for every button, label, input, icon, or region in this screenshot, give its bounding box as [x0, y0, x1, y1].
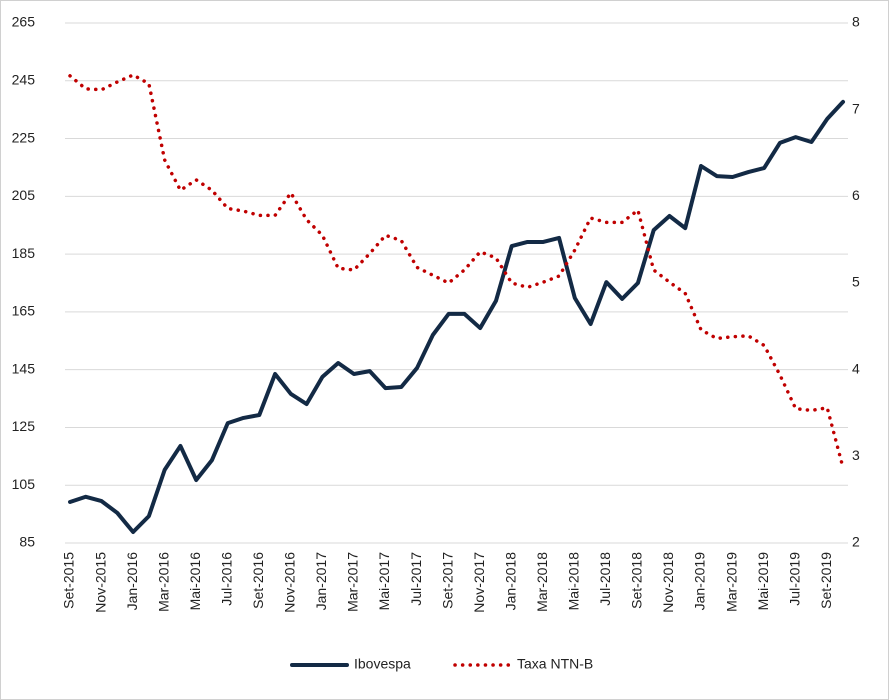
legend-label: Ibovespa — [354, 656, 411, 672]
x-tick-label: Mar-2017 — [345, 552, 361, 612]
x-tick-label: Mar-2016 — [155, 552, 171, 612]
x-tick-label: Nov-2016 — [282, 552, 298, 613]
y2-tick-label: 4 — [852, 360, 860, 376]
x-tick-label: Jul-2016 — [218, 552, 234, 606]
y-tick-label: 265 — [12, 14, 36, 30]
x-tick-label: Mai-2017 — [376, 552, 392, 611]
y-tick-label: 165 — [12, 303, 36, 319]
y-tick-label: 225 — [12, 129, 36, 145]
x-tick-label: Nov-2018 — [660, 552, 676, 613]
x-tick-label: Jul-2019 — [786, 552, 802, 606]
x-tick-label: Jul-2017 — [408, 552, 424, 606]
y-tick-label: 85 — [19, 534, 35, 550]
y-tick-label: 245 — [12, 71, 36, 87]
x-tick-label: Mai-2018 — [566, 552, 582, 611]
y-tick-label: 105 — [12, 476, 36, 492]
x-tick-label: Jul-2018 — [597, 552, 613, 606]
y-tick-label: 205 — [12, 187, 36, 203]
y2-tick-label: 5 — [852, 274, 860, 290]
y2-tick-label: 7 — [852, 100, 860, 116]
y-tick-label: 145 — [12, 360, 36, 376]
y2-tick-label: 2 — [852, 534, 860, 550]
x-tick-label: Nov-2017 — [471, 552, 487, 613]
x-tick-label: Mar-2019 — [723, 552, 739, 612]
y2-tick-label: 8 — [852, 14, 860, 30]
line-series — [68, 73, 845, 470]
x-tick-label: Mar-2018 — [534, 552, 550, 612]
line-series — [68, 99, 845, 535]
x-tick-label: Jan-2018 — [502, 552, 518, 611]
x-tick-label: Set-2019 — [818, 552, 834, 609]
x-tick-label: Set-2017 — [439, 552, 455, 609]
x-tick-label: Mai-2019 — [755, 552, 771, 611]
x-tick-label: Nov-2015 — [92, 552, 108, 613]
y-tick-label: 185 — [12, 245, 36, 261]
x-tick-label: Jan-2017 — [313, 552, 329, 611]
legend-label: Taxa NTN-B — [517, 656, 593, 672]
x-tick-label: Jan-2019 — [692, 552, 708, 611]
x-tick-label: Set-2016 — [250, 552, 266, 609]
y2-tick-label: 6 — [852, 187, 860, 203]
y-tick-label: 125 — [12, 418, 36, 434]
x-tick-label: Set-2015 — [61, 552, 77, 609]
x-tick-label: Mai-2016 — [187, 552, 203, 611]
x-tick-label: Set-2018 — [629, 552, 645, 609]
x-tick-label: Jan-2016 — [124, 552, 140, 611]
y2-tick-label: 3 — [852, 447, 860, 463]
